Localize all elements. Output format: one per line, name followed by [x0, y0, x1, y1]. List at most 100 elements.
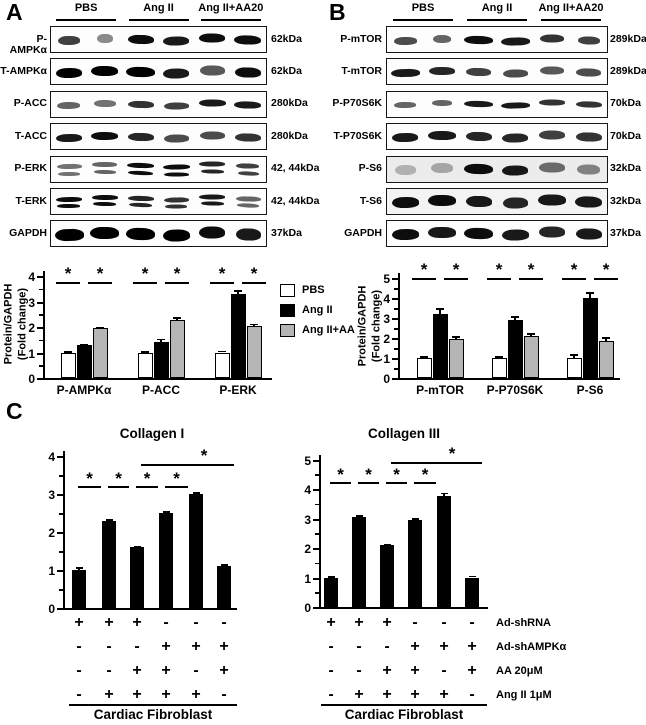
- blot-lane: [500, 68, 531, 78]
- kda-label: 70kDa: [610, 129, 641, 142]
- bar: [246, 326, 262, 378]
- y-tick-label: 4: [28, 270, 35, 284]
- sig-bracket: [562, 278, 586, 280]
- sig-bracket: [136, 486, 158, 488]
- group-underline: [128, 19, 189, 21]
- blot-band: [235, 228, 261, 241]
- y-tick: [37, 301, 43, 304]
- blot-band: [127, 100, 154, 109]
- y-axis: [319, 454, 321, 609]
- blot-band: [199, 33, 226, 43]
- group-label: Ang II+AA20: [538, 2, 604, 14]
- sig-bracket: [519, 278, 543, 280]
- error-bar-cap: [527, 333, 535, 335]
- blot-label: GAPDH: [9, 226, 47, 239]
- blot-band: [236, 163, 260, 170]
- blot-band: [464, 163, 494, 175]
- blot-lane: [426, 131, 457, 141]
- condition-label: Ad-shAMPKα: [496, 640, 567, 653]
- blot-band: [428, 66, 455, 75]
- sig-bracket: [242, 282, 266, 284]
- blot-lane: [54, 67, 84, 79]
- condition-sign: +: [439, 686, 449, 703]
- error-bar-cap: [234, 290, 242, 292]
- error-bar-cap: [105, 519, 113, 521]
- blot-lane: [573, 228, 604, 241]
- blot-band: [93, 99, 116, 107]
- y-minor-tick: [315, 533, 319, 535]
- sig-bracket: [78, 486, 101, 488]
- y-tick-label: 0: [48, 602, 55, 616]
- legend-swatch: [280, 304, 295, 317]
- blot-box: [386, 123, 608, 151]
- blot-lane: [125, 66, 155, 78]
- blot-lane: [125, 34, 155, 45]
- blot-lane: [426, 34, 457, 44]
- error-bar-cap: [495, 356, 503, 358]
- error-bar-stem: [573, 354, 575, 358]
- error-bar-cap: [468, 575, 476, 578]
- y-minor-tick: [394, 288, 398, 290]
- blot-band: [465, 131, 492, 142]
- condition-sign: +: [104, 686, 114, 703]
- blot-lane: [54, 228, 84, 242]
- blot-box: [386, 26, 608, 53]
- error-bar-cap: [383, 543, 391, 546]
- error-bar-cap: [411, 518, 419, 520]
- y-minor-tick: [394, 348, 398, 350]
- sig-star: *: [602, 260, 610, 279]
- condition-sign: -: [328, 662, 334, 679]
- y-tick-label: 0: [383, 372, 390, 386]
- y-axis-label: Protein/GAPDH (Fold change): [2, 283, 29, 365]
- blot-lane: [54, 101, 84, 110]
- blot-band: [575, 132, 602, 143]
- condition-sign: -: [221, 686, 227, 703]
- blot-lane: [536, 162, 567, 174]
- blot-lane: [536, 130, 567, 141]
- blot-band: [428, 195, 456, 206]
- group-label: Ang II: [143, 2, 174, 14]
- blot-lane: [426, 66, 457, 76]
- error-bar-cap: [440, 492, 448, 495]
- error-bar-cap: [157, 338, 165, 341]
- sig-star: *: [448, 444, 456, 463]
- conditions-underline: [321, 704, 487, 706]
- bar: [153, 341, 169, 378]
- bar: [216, 566, 232, 608]
- blot-band: [574, 196, 603, 208]
- error-bar-stem: [176, 317, 178, 321]
- legend-swatch: [280, 284, 295, 297]
- y-minor-tick: [39, 314, 43, 316]
- blot-band: [575, 228, 602, 241]
- y-minor-tick: [315, 562, 319, 565]
- sig-bracket: [386, 482, 407, 484]
- blot-band: [394, 102, 417, 109]
- sig-star: *: [143, 469, 151, 488]
- y-tick-label: 1: [48, 564, 55, 578]
- y-tick-label: 5: [383, 272, 390, 286]
- blot-box: [50, 155, 267, 183]
- blot-band: [127, 195, 154, 202]
- blot-band: [428, 131, 456, 141]
- error-bar-cap: [64, 351, 72, 353]
- condition-sign: -: [384, 638, 390, 655]
- blot-lane: [390, 101, 421, 109]
- condition-sign: +: [219, 662, 229, 679]
- blot-label: P-S6: [358, 162, 382, 175]
- x-category-label: P-AMPKα: [56, 383, 112, 397]
- blot-band: [93, 202, 117, 207]
- kda-label: 32kDa: [610, 162, 641, 175]
- y-tick: [313, 489, 319, 491]
- blot-label: T-mTOR: [341, 64, 382, 77]
- blot-band: [500, 36, 530, 46]
- legend-swatch: [280, 324, 295, 337]
- blot-box: [386, 188, 608, 215]
- blot-band: [164, 101, 189, 110]
- blot-lane: [426, 195, 457, 207]
- chart-title: Collagen I: [119, 426, 185, 441]
- y-tick: [392, 378, 398, 380]
- condition-sign: -: [441, 614, 447, 631]
- sig-star: *: [173, 264, 181, 283]
- blot-lane: [197, 226, 227, 240]
- blot-band: [127, 34, 154, 45]
